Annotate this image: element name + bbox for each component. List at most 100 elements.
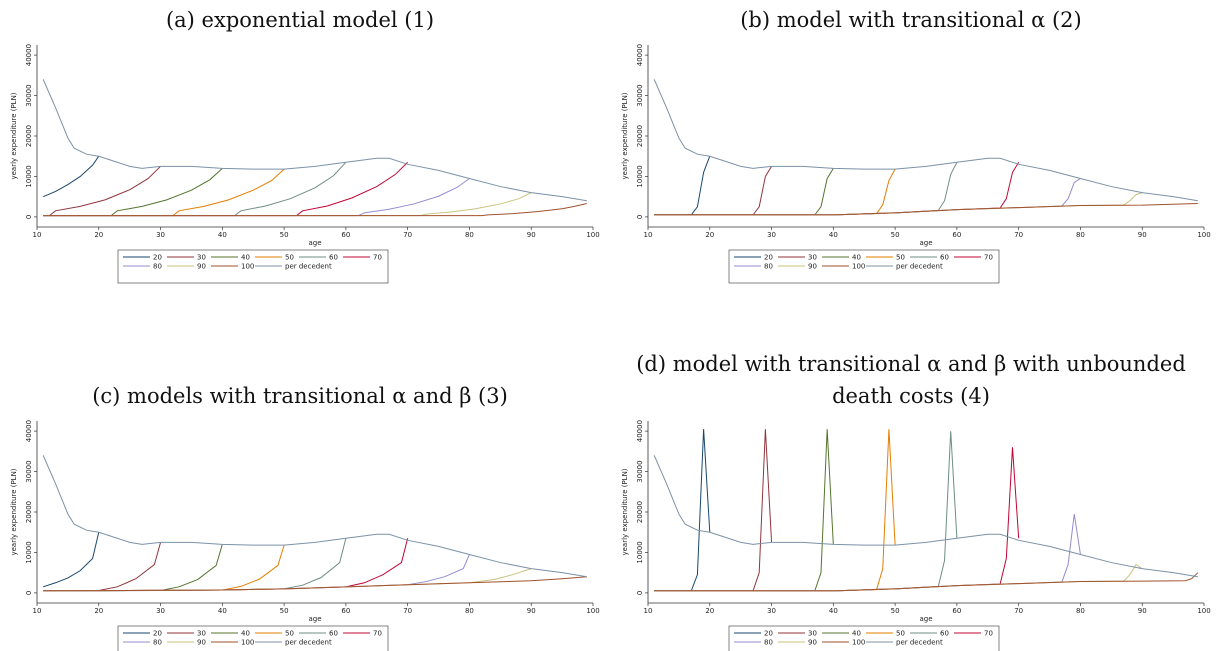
legend-label: 90 <box>808 262 817 270</box>
y-tick-label: 10000 <box>25 541 33 563</box>
series-line <box>654 429 711 592</box>
y-tick-label: 20000 <box>25 125 33 147</box>
x-tick-label: 50 <box>891 231 900 239</box>
panel: 10 20 30 40 50 60 70 80 90 100 0 10000 20000 30000 400… <box>621 44 1211 284</box>
legend-label: 30 <box>197 629 206 637</box>
x-tick-label: 80 <box>465 231 474 239</box>
series-line <box>43 192 532 217</box>
y-tick-label: 20000 <box>25 501 33 523</box>
legend-label: 70 <box>373 253 382 261</box>
x-tick-label: 100 <box>586 231 599 239</box>
legend-label: per decedent <box>896 262 943 270</box>
y-tick-label: 30000 <box>636 84 644 106</box>
series-line <box>43 168 285 217</box>
x-tick-label: 60 <box>952 607 961 615</box>
x-tick-label: 40 <box>829 607 838 615</box>
series-line <box>43 554 470 592</box>
series-line <box>654 429 834 592</box>
series-line <box>43 167 223 217</box>
y-tick-label: 10000 <box>636 165 644 187</box>
series-line <box>654 563 1143 592</box>
x-tick-label: 70 <box>403 607 412 615</box>
x-tick-label: 10 <box>644 607 653 615</box>
legend-label: 50 <box>285 629 294 637</box>
legend-label: 40 <box>852 629 861 637</box>
y-tick-label: 20000 <box>636 501 644 523</box>
series-line <box>654 178 1081 216</box>
x-axis-label: age <box>308 615 321 623</box>
legend-label: 70 <box>984 253 993 261</box>
x-tick-label: 60 <box>952 231 961 239</box>
legend-box <box>728 249 1000 284</box>
panel-title: (d) model with transitional α and β with… <box>636 352 1186 408</box>
legend-label: 50 <box>896 629 905 637</box>
x-tick-label: 30 <box>156 607 165 615</box>
x-tick-label: 20 <box>705 607 714 615</box>
legend-box <box>117 625 389 651</box>
x-tick-label: 50 <box>280 607 289 615</box>
x-tick-label: 70 <box>1014 231 1023 239</box>
panel: 10 20 30 40 50 60 70 80 90 100 0 10000 20000 30000 400… <box>621 420 1211 651</box>
legend-label: 20 <box>764 253 773 261</box>
legend-label: 50 <box>285 253 294 261</box>
y-tick-label: 40000 <box>636 420 644 442</box>
legend-label: 40 <box>852 253 861 261</box>
panel: 10 20 30 40 50 60 70 80 90 100 0 10000 20000 30000 400… <box>10 420 600 651</box>
y-tick-label: 30000 <box>25 460 33 482</box>
x-tick-label: 50 <box>891 607 900 615</box>
y-tick-label: 0 <box>636 215 644 219</box>
legend-box <box>728 625 1000 651</box>
x-tick-label: 100 <box>1197 231 1210 239</box>
legend-label: 30 <box>197 253 206 261</box>
y-tick-label: 40000 <box>636 44 644 66</box>
legend-label: 100 <box>852 638 865 646</box>
y-axis-label: yearly expenditure (PLN) <box>10 92 18 179</box>
legend-label: 80 <box>764 262 773 270</box>
x-tick-label: 30 <box>156 231 165 239</box>
x-tick-label: 20 <box>705 231 714 239</box>
legend-label: 20 <box>153 629 162 637</box>
legend-label: 40 <box>241 253 250 261</box>
series-line <box>654 162 958 216</box>
series-line <box>43 165 161 217</box>
series-line <box>654 156 711 216</box>
series-line <box>42 455 587 578</box>
y-tick-label: 20000 <box>636 125 644 147</box>
series-line <box>654 431 958 592</box>
legend-label: 100 <box>852 262 865 270</box>
x-tick-label: 40 <box>829 231 838 239</box>
series-line <box>43 538 347 592</box>
series-line <box>654 168 896 216</box>
x-tick-label: 100 <box>586 607 599 615</box>
series-line <box>43 178 470 217</box>
series-line <box>43 576 587 592</box>
panel: 10 20 30 40 50 60 70 80 90 100 0 10000 20000 30000 400… <box>10 44 600 284</box>
series-line <box>42 79 587 202</box>
legend-label: per decedent <box>896 638 943 646</box>
legend-label: 90 <box>808 638 817 646</box>
x-tick-label: 30 <box>767 231 776 239</box>
legend-label: 90 <box>197 262 206 270</box>
x-tick-label: 30 <box>767 607 776 615</box>
legend-label: 60 <box>940 629 949 637</box>
series-line <box>43 161 347 217</box>
legend-label: 100 <box>241 638 254 646</box>
legend-label: 90 <box>197 638 206 646</box>
x-tick-label: 70 <box>1014 607 1023 615</box>
x-axis-label: age <box>308 239 321 247</box>
series-line <box>43 568 532 592</box>
series-line <box>43 203 587 217</box>
series-line <box>653 455 1198 578</box>
x-tick-label: 20 <box>94 607 103 615</box>
y-tick-label: 40000 <box>25 44 33 66</box>
series-line <box>43 532 100 588</box>
series-line <box>654 429 773 592</box>
legend-label: 60 <box>329 629 338 637</box>
y-tick-label: 10000 <box>636 541 644 563</box>
legend-label: 50 <box>896 253 905 261</box>
legend-label: 70 <box>373 629 382 637</box>
y-tick-label: 10000 <box>25 165 33 187</box>
x-tick-label: 90 <box>1138 607 1147 615</box>
y-tick-label: 0 <box>25 591 33 595</box>
